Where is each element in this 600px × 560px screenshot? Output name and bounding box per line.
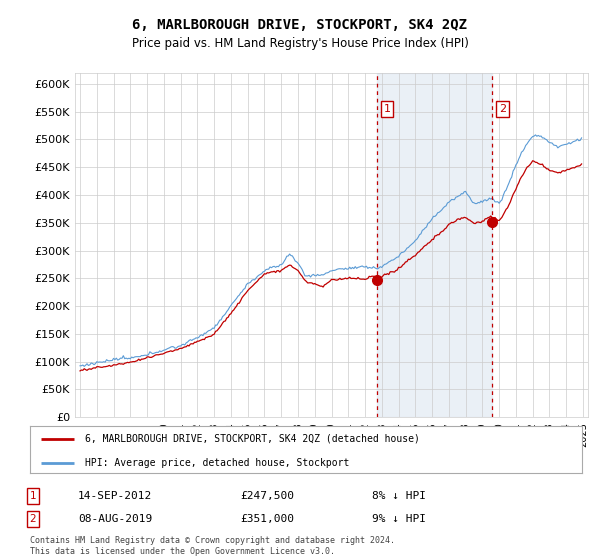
Text: 1: 1 — [29, 491, 37, 501]
Text: 2: 2 — [29, 514, 37, 524]
Text: 1: 1 — [383, 104, 391, 114]
Text: 8% ↓ HPI: 8% ↓ HPI — [372, 491, 426, 501]
Text: 6, MARLBOROUGH DRIVE, STOCKPORT, SK4 2QZ: 6, MARLBOROUGH DRIVE, STOCKPORT, SK4 2QZ — [133, 18, 467, 32]
Text: £351,000: £351,000 — [240, 514, 294, 524]
Text: Price paid vs. HM Land Registry's House Price Index (HPI): Price paid vs. HM Land Registry's House … — [131, 36, 469, 50]
Text: 6, MARLBOROUGH DRIVE, STOCKPORT, SK4 2QZ (detached house): 6, MARLBOROUGH DRIVE, STOCKPORT, SK4 2QZ… — [85, 434, 420, 444]
Text: 08-AUG-2019: 08-AUG-2019 — [78, 514, 152, 524]
Text: Contains HM Land Registry data © Crown copyright and database right 2024.
This d: Contains HM Land Registry data © Crown c… — [30, 536, 395, 556]
Text: 9% ↓ HPI: 9% ↓ HPI — [372, 514, 426, 524]
Text: HPI: Average price, detached house, Stockport: HPI: Average price, detached house, Stoc… — [85, 458, 350, 468]
Text: 2: 2 — [499, 104, 506, 114]
Text: 14-SEP-2012: 14-SEP-2012 — [78, 491, 152, 501]
Text: £247,500: £247,500 — [240, 491, 294, 501]
Bar — [377, 73, 492, 417]
